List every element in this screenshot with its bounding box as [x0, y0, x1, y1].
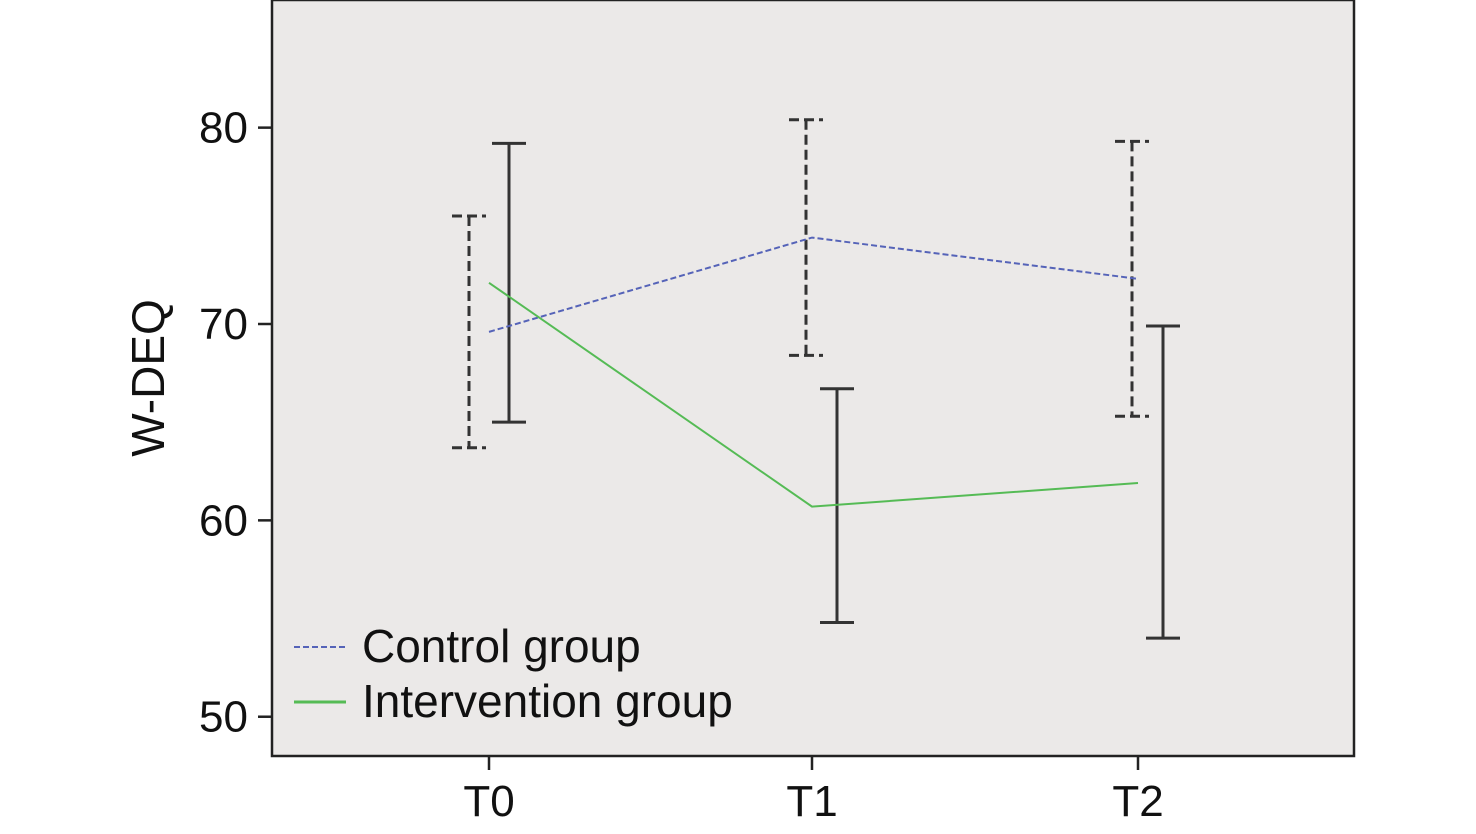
error-bar [789, 118, 823, 357]
x-tick-label: T1 [786, 777, 837, 826]
x-tick-label: T0 [463, 777, 514, 826]
error-bar [492, 141, 526, 424]
legend-item: Intervention group [294, 675, 733, 727]
legend-item: Control group [294, 620, 641, 672]
legend-label: Control group [362, 620, 641, 672]
series-line [488, 236, 1139, 333]
y-tick-label: 80 [199, 104, 248, 153]
error-bar [1146, 324, 1180, 640]
x-axis: T0 T1 T2 [463, 756, 1164, 826]
plot-background [272, 0, 1354, 756]
y-axis: 50 60 70 80 [199, 104, 272, 742]
y-tick-label: 70 [199, 300, 248, 349]
legend-label: Intervention group [362, 675, 733, 727]
error-bar [452, 214, 486, 450]
series-line [488, 281, 1139, 508]
y-tick-label: 50 [199, 693, 248, 742]
series-lines [488, 236, 1139, 508]
y-axis-title: W-DEQ [122, 299, 174, 457]
x-tick-label: T2 [1112, 777, 1163, 826]
y-tick-label: 60 [199, 496, 248, 545]
